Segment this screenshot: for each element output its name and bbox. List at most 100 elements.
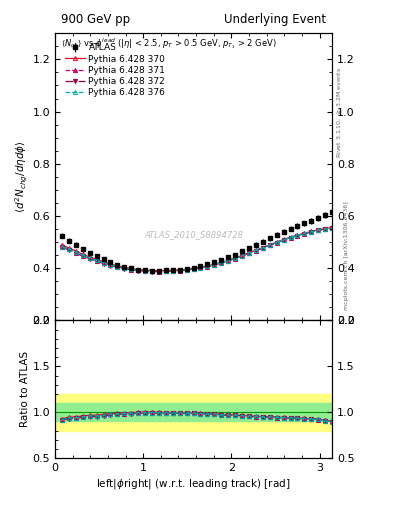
Pythia 6.428 376 bbox=[205, 263, 210, 269]
Pythia 6.428 370 bbox=[136, 266, 141, 272]
Pythia 6.428 372 bbox=[323, 226, 327, 232]
Pythia 6.428 372 bbox=[316, 227, 321, 233]
Pythia 6.428 372 bbox=[253, 248, 258, 254]
Pythia 6.428 370 bbox=[205, 263, 210, 269]
Pythia 6.428 372 bbox=[143, 268, 147, 274]
Pythia 6.428 372 bbox=[60, 244, 64, 250]
Pythia 6.428 371 bbox=[171, 268, 175, 274]
Pythia 6.428 371 bbox=[150, 268, 154, 274]
Pythia 6.428 376 bbox=[156, 268, 161, 274]
Pythia 6.428 372 bbox=[246, 250, 251, 257]
Pythia 6.428 371 bbox=[274, 240, 279, 246]
Pythia 6.428 376 bbox=[81, 252, 85, 259]
Pythia 6.428 372 bbox=[163, 268, 168, 274]
Pythia 6.428 371 bbox=[81, 252, 85, 259]
Pythia 6.428 370 bbox=[122, 264, 127, 270]
Pythia 6.428 370 bbox=[73, 248, 78, 254]
Pythia 6.428 372 bbox=[87, 255, 92, 262]
Pythia 6.428 376 bbox=[267, 242, 272, 248]
Pythia 6.428 371 bbox=[205, 264, 210, 270]
Pythia 6.428 372 bbox=[233, 255, 237, 262]
Pythia 6.428 371 bbox=[163, 268, 168, 274]
Pythia 6.428 371 bbox=[60, 244, 64, 250]
Pythia 6.428 370 bbox=[253, 247, 258, 253]
Pythia 6.428 370 bbox=[288, 234, 293, 240]
Text: $\langle N_{ch}\rangle$ vs $\phi^{lead}$ ($|\eta|$ < 2.5, $p_T$ > 0.5 GeV, $p_{T: $\langle N_{ch}\rangle$ vs $\phi^{lead}$… bbox=[61, 36, 276, 51]
Bar bbox=[55, 394, 332, 431]
Pythia 6.428 376 bbox=[253, 247, 258, 253]
Pythia 6.428 376 bbox=[226, 258, 231, 264]
Pythia 6.428 370 bbox=[184, 266, 189, 272]
Pythia 6.428 370 bbox=[295, 232, 300, 238]
Pythia 6.428 376 bbox=[302, 230, 307, 237]
Line: Pythia 6.428 371: Pythia 6.428 371 bbox=[60, 226, 334, 274]
Pythia 6.428 376 bbox=[87, 255, 92, 261]
Pythia 6.428 376 bbox=[163, 268, 168, 274]
Pythia 6.428 370 bbox=[115, 263, 120, 269]
Pythia 6.428 372 bbox=[122, 266, 127, 272]
Pythia 6.428 371 bbox=[330, 225, 334, 231]
Pythia 6.428 376 bbox=[122, 265, 127, 271]
Pythia 6.428 370 bbox=[316, 227, 321, 233]
Pythia 6.428 371 bbox=[281, 237, 286, 243]
Pythia 6.428 376 bbox=[177, 267, 182, 273]
Pythia 6.428 370 bbox=[330, 224, 334, 230]
Pythia 6.428 372 bbox=[184, 267, 189, 273]
Text: Rivet 3.1.10, $\geq$ 3.2M events: Rivet 3.1.10, $\geq$ 3.2M events bbox=[336, 67, 343, 158]
Pythia 6.428 372 bbox=[212, 262, 217, 268]
Pythia 6.428 371 bbox=[212, 262, 217, 268]
Pythia 6.428 372 bbox=[309, 229, 314, 235]
Pythia 6.428 371 bbox=[246, 250, 251, 257]
Pythia 6.428 371 bbox=[261, 245, 265, 251]
Pythia 6.428 376 bbox=[143, 267, 147, 273]
Pythia 6.428 371 bbox=[253, 248, 258, 254]
Pythia 6.428 376 bbox=[129, 266, 134, 272]
Bar bbox=[55, 403, 332, 421]
Pythia 6.428 370 bbox=[323, 225, 327, 231]
Pythia 6.428 371 bbox=[143, 268, 147, 274]
Pythia 6.428 371 bbox=[226, 258, 231, 264]
Pythia 6.428 370 bbox=[129, 265, 134, 271]
Pythia 6.428 372 bbox=[281, 237, 286, 243]
Pythia 6.428 372 bbox=[101, 261, 106, 267]
Pythia 6.428 372 bbox=[94, 258, 99, 264]
Pythia 6.428 371 bbox=[136, 267, 141, 273]
Pythia 6.428 370 bbox=[191, 265, 196, 271]
Pythia 6.428 370 bbox=[87, 254, 92, 260]
Line: Pythia 6.428 370: Pythia 6.428 370 bbox=[60, 225, 334, 273]
Pythia 6.428 370 bbox=[261, 245, 265, 251]
Pythia 6.428 372 bbox=[330, 225, 334, 231]
Text: 900 GeV pp: 900 GeV pp bbox=[61, 13, 130, 26]
Pythia 6.428 371 bbox=[309, 229, 314, 235]
Pythia 6.428 376 bbox=[115, 264, 120, 270]
Pythia 6.428 371 bbox=[66, 246, 71, 252]
Y-axis label: Ratio to ATLAS: Ratio to ATLAS bbox=[20, 351, 29, 428]
Pythia 6.428 372 bbox=[177, 267, 182, 273]
Pythia 6.428 376 bbox=[219, 260, 224, 266]
Pythia 6.428 370 bbox=[219, 260, 224, 266]
Pythia 6.428 376 bbox=[240, 252, 244, 259]
Pythia 6.428 370 bbox=[198, 264, 203, 270]
Pythia 6.428 371 bbox=[129, 266, 134, 272]
Pythia 6.428 370 bbox=[177, 267, 182, 273]
Pythia 6.428 376 bbox=[171, 268, 175, 274]
Pythia 6.428 372 bbox=[267, 242, 272, 248]
Pythia 6.428 376 bbox=[281, 237, 286, 243]
Pythia 6.428 371 bbox=[295, 232, 300, 239]
Pythia 6.428 376 bbox=[150, 268, 154, 274]
Pythia 6.428 376 bbox=[330, 225, 334, 231]
Pythia 6.428 371 bbox=[233, 255, 237, 262]
Pythia 6.428 372 bbox=[136, 267, 141, 273]
Pythia 6.428 371 bbox=[323, 226, 327, 232]
Pythia 6.428 371 bbox=[219, 260, 224, 266]
Pythia 6.428 371 bbox=[316, 227, 321, 233]
Pythia 6.428 372 bbox=[226, 258, 231, 264]
Pythia 6.428 372 bbox=[219, 260, 224, 266]
Pythia 6.428 376 bbox=[94, 258, 99, 264]
Pythia 6.428 376 bbox=[60, 244, 64, 250]
Pythia 6.428 371 bbox=[184, 267, 189, 273]
Pythia 6.428 370 bbox=[274, 239, 279, 245]
Pythia 6.428 372 bbox=[261, 245, 265, 251]
X-axis label: left|$\phi$right| (w.r.t. leading track) [rad]: left|$\phi$right| (w.r.t. leading track)… bbox=[96, 477, 291, 492]
Text: Underlying Event: Underlying Event bbox=[224, 13, 327, 26]
